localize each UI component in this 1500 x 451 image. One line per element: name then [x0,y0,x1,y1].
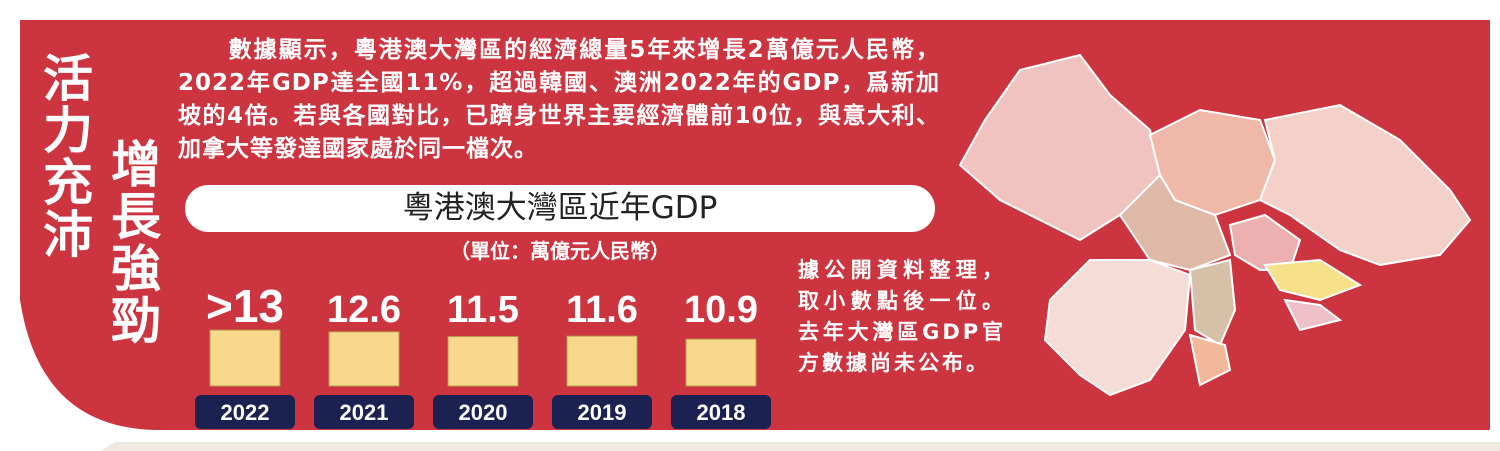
map-region [1263,258,1363,302]
shadow [100,442,1500,451]
bar [328,331,400,387]
value-label: 12.6 [327,289,401,331]
map-region [1188,258,1237,347]
map-region [1043,259,1192,397]
bar [566,335,638,387]
x-tick-label: 2018 [697,400,746,425]
value-label: 10.9 [684,289,758,331]
value-label: 11.6 [566,289,638,331]
map-region [1188,333,1232,387]
value-label: 11.5 [447,289,519,331]
chart-subtitle: （單位：萬億元人民幣） [450,239,670,263]
x-tick-label: 2022 [221,400,270,425]
year-box [433,395,533,429]
year-box [671,395,771,429]
map [958,53,1472,397]
headline: 增長強勁 [103,138,161,346]
year-box [314,395,414,429]
chart-title: 粵港澳大灣區近年GDP [185,185,935,232]
bar [209,329,281,387]
map-region [1283,298,1343,332]
body-text: 數據顯示，粵港澳大灣區的經濟總量5年來增長2萬億元人民幣，2022年GDP達全國… [178,37,940,162]
year-box [552,395,652,429]
year-box [195,395,295,429]
headline: 活力充沛 [35,52,93,260]
x-tick-label: 2020 [459,400,508,425]
x-tick-label: 2019 [578,400,627,425]
x-tick-label: 2021 [340,400,389,425]
value-label: >13 [206,280,284,332]
bar [447,336,519,387]
note: 據公開資料整理，取小數點後一位。去年大灣區GDP官方數據尚未公布。 [798,258,1006,375]
bar [685,338,757,387]
map-region [1258,103,1472,267]
